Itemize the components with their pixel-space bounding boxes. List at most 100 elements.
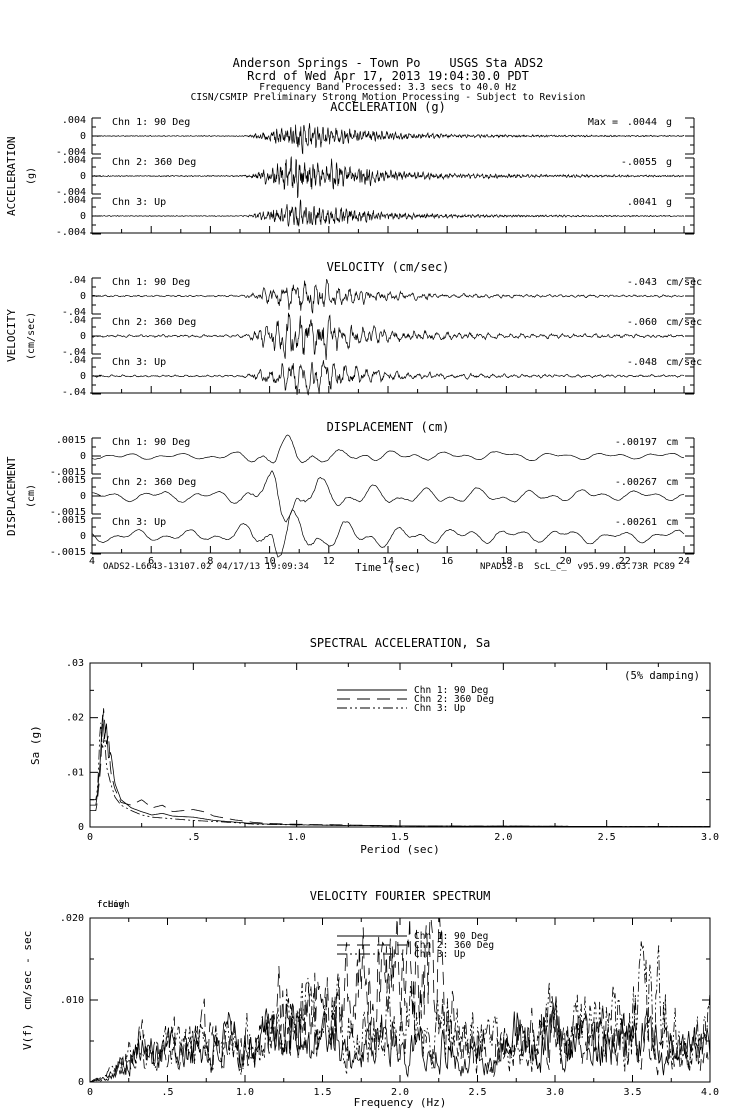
y-tick-label: 0 xyxy=(78,822,84,833)
fc-low-marker: fcLow xyxy=(97,900,125,910)
y-tick-label: .03 xyxy=(66,658,84,669)
time-tick-label: 8 xyxy=(207,556,213,567)
scale-value-bottom: -.0015 xyxy=(50,547,86,558)
record-id-footer: OADS2-L6643-13107.02 04/17/13 19:09:34 xyxy=(103,562,309,572)
max-value: -.00267 xyxy=(615,477,657,488)
scale-value-zero: 0 xyxy=(80,491,86,502)
scale-value-top: .04 xyxy=(68,275,86,286)
scale-value-bottom: -.04 xyxy=(62,387,86,398)
scale-value-zero: 0 xyxy=(80,371,86,382)
waveform-trace xyxy=(91,156,684,198)
legend-label: Chn 2: 360 Deg xyxy=(414,694,494,705)
channel-label: Chn 2: 360 Deg xyxy=(112,477,196,488)
x-tick-label: .5 xyxy=(161,1087,173,1098)
channel-label: Chn 1: 90 Deg xyxy=(112,277,190,288)
scale-value-bottom: -.04 xyxy=(62,347,86,358)
time-tick-label: 4 xyxy=(89,556,95,567)
frequency-axis-label: Frequency (Hz) xyxy=(353,1096,447,1109)
scale-value-zero: 0 xyxy=(80,291,86,302)
processing-note: CISN/CSMIP Preliminary Strong Motion Pro… xyxy=(190,92,586,103)
scale-value-top: .04 xyxy=(68,315,86,326)
y-tick-label: .01 xyxy=(66,767,84,778)
scale-value-top: .004 xyxy=(62,195,86,206)
max-unit: cm xyxy=(666,477,678,488)
channel-label: Chn 2: 360 Deg xyxy=(112,157,196,168)
waveform-trace xyxy=(92,470,685,523)
scale-value-top: .0015 xyxy=(56,475,86,486)
spectrum-curve xyxy=(89,999,711,1083)
max-unit: g xyxy=(666,157,672,168)
max-value: -.00197 xyxy=(615,437,657,448)
channel-label: Chn 2: 360 Deg xyxy=(112,317,196,328)
x-tick-label: .5 xyxy=(187,832,199,843)
x-tick-label: 3.0 xyxy=(701,832,719,843)
time-tick-label: 24 xyxy=(678,556,690,567)
max-unit: g xyxy=(666,197,672,208)
max-value: .0041 xyxy=(627,197,657,208)
acceleration-axis-label: ACCELERATION xyxy=(5,136,18,216)
scale-value-top: .0015 xyxy=(56,435,86,446)
scale-value-bottom: -.04 xyxy=(62,307,86,318)
max-unit: g xyxy=(666,117,672,128)
time-tick-label: 18 xyxy=(500,556,512,567)
scale-value-bottom: -.004 xyxy=(56,227,86,238)
max-unit: cm/sec xyxy=(666,317,702,328)
scale-value-zero: 0 xyxy=(80,531,86,542)
acceleration-axis-unit: (g) xyxy=(26,166,37,186)
time-tick-label: 12 xyxy=(323,556,335,567)
scale-value-bottom: -.0015 xyxy=(50,507,86,518)
legend-label: Chn 1: 90 Deg xyxy=(414,931,488,942)
time-tick-label: 14 xyxy=(382,556,394,567)
max-unit: cm/sec xyxy=(666,357,702,368)
max-value: -.00261 xyxy=(615,517,657,528)
x-tick-label: 1.0 xyxy=(236,1087,254,1098)
processing-version-footer: NPADS2-B ScL_C_ v95.99.63.73R PC89 xyxy=(480,562,676,572)
waveform-trace xyxy=(91,279,684,314)
max-prefix: Max = xyxy=(588,117,618,128)
x-tick-label: 3.5 xyxy=(623,1087,641,1098)
scale-value-zero: 0 xyxy=(80,131,86,142)
waveform-trace xyxy=(91,434,685,464)
record-datetime: Rcrd of Wed Apr 17, 2013 19:04:30.0 PDT xyxy=(247,69,529,83)
scale-value-bottom: -.004 xyxy=(56,187,86,198)
max-unit: cm xyxy=(666,437,678,448)
time-tick-label: 22 xyxy=(619,556,631,567)
scale-value-zero: 0 xyxy=(80,211,86,222)
acceleration-title: ACCELERATION (g) xyxy=(330,100,446,114)
velocity-title: VELOCITY (cm/sec) xyxy=(326,260,450,274)
x-tick-label: 1.5 xyxy=(391,832,409,843)
x-tick-label: 2.5 xyxy=(598,832,616,843)
station-title: Anderson Springs - Town Po USGS Sta ADS2 xyxy=(232,56,544,70)
max-value: .0044 xyxy=(627,117,657,128)
displacement-axis-label: DISPLACEMENT xyxy=(5,456,18,536)
max-unit: cm xyxy=(666,517,678,528)
waveform-trace xyxy=(91,199,685,228)
channel-label: Chn 1: 90 Deg xyxy=(112,437,190,448)
displacement-axis-unit: (cm) xyxy=(26,483,37,509)
period-axis-label: Period (sec) xyxy=(360,843,440,856)
max-value: -.043 xyxy=(627,277,657,288)
x-tick-label: 0 xyxy=(87,1087,93,1098)
waveform-trace xyxy=(91,360,685,396)
scale-value-zero: 0 xyxy=(80,171,86,182)
time-tick-label: 20 xyxy=(560,556,572,567)
legend-label: Chn 3: Up xyxy=(414,703,466,714)
max-value: -.060 xyxy=(627,317,657,328)
scale-value-zero: 0 xyxy=(80,331,86,342)
velocity-axis-label: VELOCITY xyxy=(5,309,18,363)
sa-axis-label: Sa (g) xyxy=(29,725,42,765)
scale-value-top: .004 xyxy=(62,155,86,166)
legend-label: Chn 1: 90 Deg xyxy=(414,685,488,696)
legend-label: Chn 3: Up xyxy=(414,949,466,960)
scale-value-top: .004 xyxy=(62,115,86,126)
displacement-title: DISPLACEMENT (cm) xyxy=(326,420,450,434)
x-tick-label: 2.5 xyxy=(468,1087,486,1098)
channel-label: Chn 3: Up xyxy=(112,197,166,208)
channel-label: Chn 3: Up xyxy=(112,517,166,528)
scale-value-zero: 0 xyxy=(80,451,86,462)
x-tick-label: 2.0 xyxy=(494,832,512,843)
waveform-trace xyxy=(92,312,685,361)
spectrum-curve xyxy=(90,708,710,827)
